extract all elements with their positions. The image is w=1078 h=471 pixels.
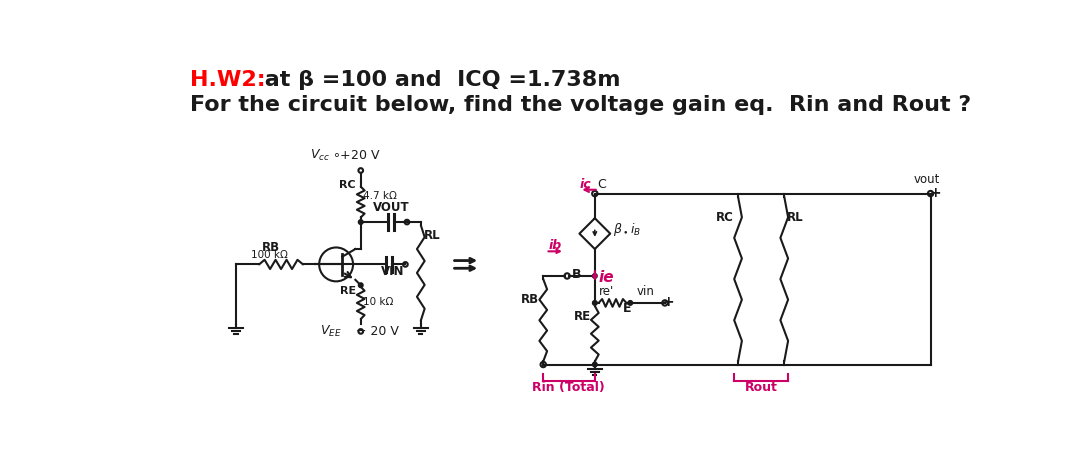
Text: VIN: VIN: [382, 265, 405, 278]
Text: $V_{cc}$: $V_{cc}$: [309, 147, 330, 162]
Text: RC: RC: [716, 211, 734, 224]
Text: RB: RB: [522, 293, 539, 306]
Text: +: +: [663, 295, 675, 309]
Circle shape: [627, 300, 633, 305]
Text: re': re': [598, 285, 614, 298]
Text: B: B: [571, 268, 581, 281]
Text: $V_{EE}$: $V_{EE}$: [320, 324, 342, 339]
Text: vin: vin: [636, 285, 654, 298]
Text: RE: RE: [340, 286, 356, 296]
Text: ic: ic: [580, 178, 592, 191]
Text: ie: ie: [598, 270, 614, 285]
Text: RB: RB: [262, 241, 279, 253]
Text: RC: RC: [340, 180, 356, 190]
Text: 10 kΩ: 10 kΩ: [363, 297, 393, 307]
Text: +: +: [929, 186, 941, 200]
Text: ib: ib: [549, 239, 563, 252]
Circle shape: [593, 300, 597, 305]
Text: RE: RE: [573, 310, 591, 323]
Text: RL: RL: [787, 211, 804, 224]
Text: H.W2:: H.W2:: [190, 70, 265, 90]
Circle shape: [358, 283, 363, 287]
Text: C: C: [597, 178, 606, 191]
Circle shape: [593, 362, 597, 367]
Circle shape: [358, 220, 363, 224]
Text: RL: RL: [424, 229, 441, 242]
Text: − 20 V: − 20 V: [356, 325, 399, 338]
Text: at β =100 and  ICQ =1.738m: at β =100 and ICQ =1.738m: [257, 70, 620, 90]
Text: Rout: Rout: [745, 381, 777, 394]
Circle shape: [593, 274, 597, 278]
Text: $\circ$+20 V: $\circ$+20 V: [332, 148, 381, 162]
Text: $\beta_\bullet i_B$: $\beta_\bullet i_B$: [612, 221, 640, 238]
Text: 4.7 kΩ: 4.7 kΩ: [363, 191, 397, 201]
Text: Rin (Total): Rin (Total): [533, 381, 605, 394]
Text: E: E: [623, 302, 632, 315]
Text: For the circuit below, find the voltage gain eq.  Rin and Rout ?: For the circuit below, find the voltage …: [190, 95, 971, 115]
Text: vout: vout: [913, 173, 940, 186]
Text: 100 kΩ: 100 kΩ: [251, 250, 288, 260]
Text: VOUT: VOUT: [373, 201, 409, 214]
